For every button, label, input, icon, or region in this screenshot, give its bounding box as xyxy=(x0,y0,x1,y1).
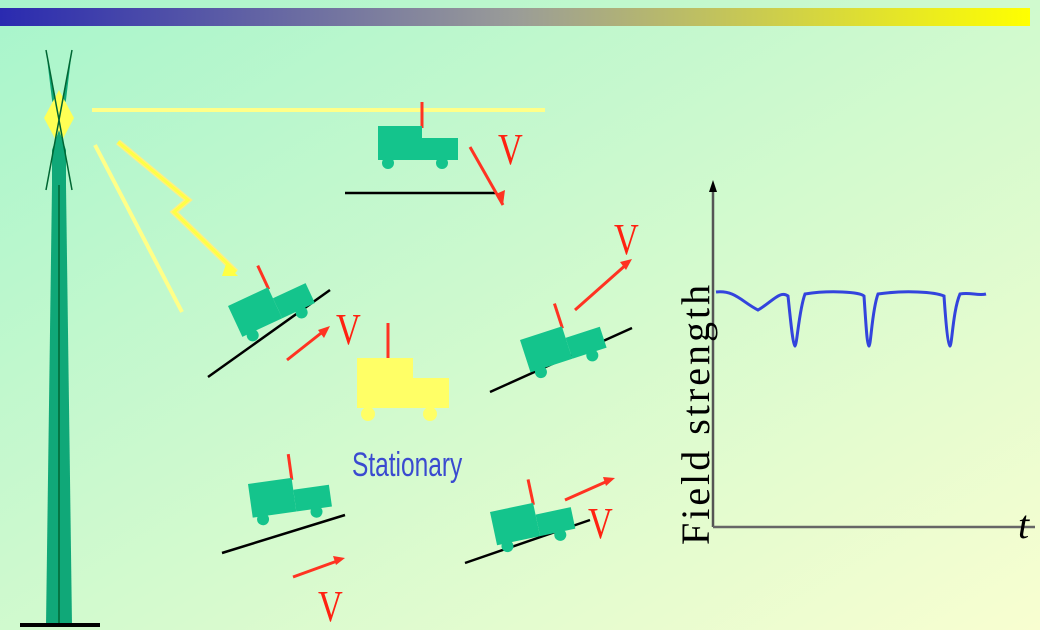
header-bar xyxy=(0,8,1030,26)
vehicle-icon xyxy=(345,100,495,195)
vehicle-icon xyxy=(464,470,591,565)
velocity-arrowhead xyxy=(496,190,505,205)
velocity-label: V xyxy=(588,499,613,548)
signal-curve xyxy=(715,290,987,348)
velocity-arrow xyxy=(564,478,611,502)
velocity-label: V xyxy=(614,215,639,264)
field-strength-chart xyxy=(709,180,1035,529)
vehicle-icon xyxy=(221,447,346,555)
y-axis-arrowhead xyxy=(709,180,717,192)
velocity-arrowhead xyxy=(603,477,615,486)
velocity-arrow xyxy=(292,558,341,579)
stationary-vehicle-icon xyxy=(357,323,449,421)
vehicle-icon xyxy=(489,290,633,394)
velocity-label: V xyxy=(498,125,523,174)
transmitter-tower-icon xyxy=(20,49,100,627)
lightning-bolt-icon xyxy=(116,139,239,276)
velocity-arrowhead xyxy=(333,556,345,565)
velocity-label: V xyxy=(318,582,343,631)
y-axis-label: Field strength xyxy=(673,281,718,545)
stationary-label: Stationary xyxy=(352,446,463,484)
velocity-arrowhead xyxy=(318,326,330,338)
velocity-arrowhead xyxy=(620,259,632,270)
velocity-arrow xyxy=(574,261,629,312)
velocity-arrow xyxy=(286,328,326,362)
x-axis-label: t xyxy=(1018,502,1030,547)
vehicle-icon xyxy=(207,248,331,379)
radio-wave-paths xyxy=(92,108,545,313)
velocity-label: V xyxy=(336,305,361,354)
